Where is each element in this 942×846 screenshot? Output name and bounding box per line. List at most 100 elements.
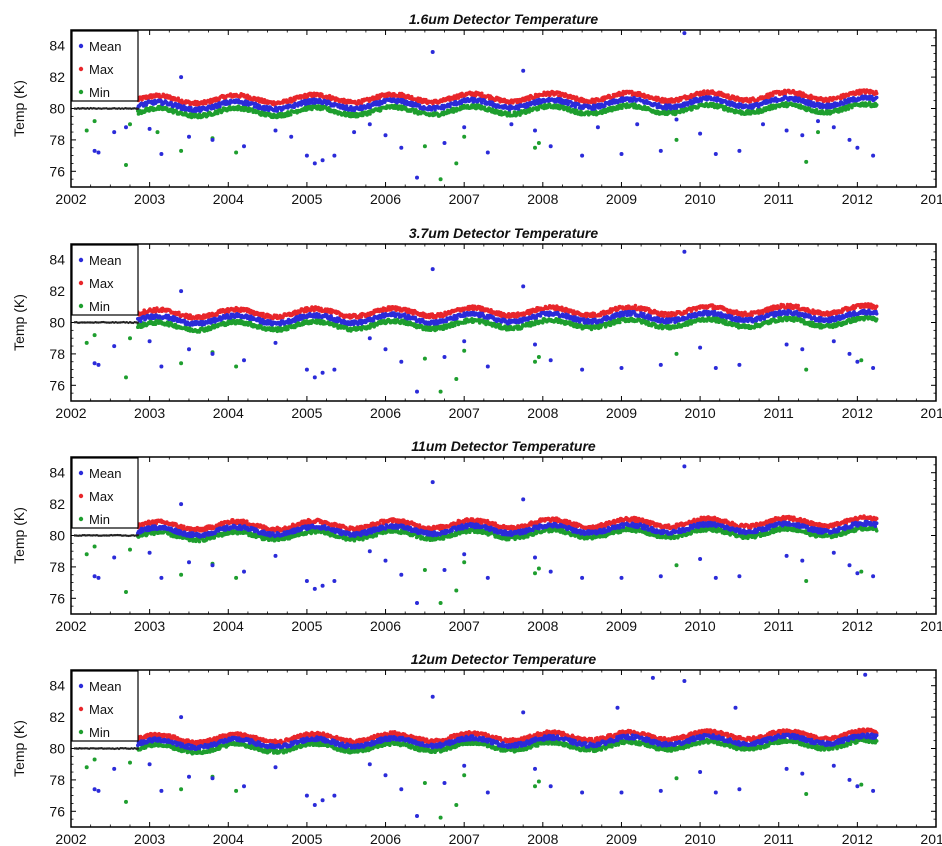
data-point-min [816, 130, 820, 135]
data-point-mean [430, 50, 435, 54]
legend-marker-min [78, 89, 84, 95]
x-tick-label: 2009 [606, 405, 637, 421]
y-tick-label: 76 [49, 163, 65, 179]
x-tick-label: 2013 [920, 405, 942, 421]
y-tick-label: 82 [49, 283, 65, 299]
x-tick-label: 2011 [764, 191, 794, 207]
legend-marker-mean [78, 43, 84, 49]
data-point-mean [136, 107, 139, 111]
data-point-max [480, 91, 484, 96]
data-point-mean [159, 152, 164, 156]
data-point-max [874, 91, 879, 96]
data-point-mean [179, 75, 184, 80]
data-point-min [533, 145, 537, 150]
series-min [84, 100, 879, 182]
y-tick-label: 84 [49, 38, 65, 54]
x-tick-label: 2006 [370, 191, 401, 207]
chart-title: 3.7um Detector Temperature [409, 225, 599, 241]
data-point-mean [713, 152, 718, 156]
x-tick-label: 2002 [55, 405, 86, 421]
data-point-mean [383, 133, 388, 138]
data-point-max [660, 96, 665, 101]
data-point-min [874, 103, 879, 107]
data-point-mean [415, 175, 419, 180]
data-point-mean [698, 131, 703, 136]
data-point-min [155, 130, 160, 135]
data-point-mean [874, 95, 879, 100]
chart-panel-1: 1.6um Detector Temperature76788082842002… [11, 11, 942, 207]
data-point-min [124, 163, 128, 167]
data-point-mean [304, 153, 309, 158]
data-point-mean [619, 152, 624, 156]
series-max [136, 88, 879, 108]
data-point-min [368, 112, 372, 116]
data-point-mean [580, 153, 585, 158]
data-point-mean [595, 125, 600, 130]
data-point-mean [533, 128, 537, 133]
legend-label-mean: Mean [89, 39, 122, 54]
data-point-min [422, 144, 427, 149]
x-tick-label: 2002 [55, 191, 86, 207]
data-point-max [796, 303, 800, 308]
x-tick-label: 2010 [685, 191, 716, 207]
data-point-mean [96, 150, 101, 155]
chart-panel-2: 3.7um Detector Temperature76788082842002… [11, 225, 942, 421]
y-tick-label: 78 [49, 346, 65, 362]
x-tick-label: 2009 [606, 191, 637, 207]
legend-marker-max [78, 66, 84, 72]
data-point-mean [273, 128, 278, 133]
data-point-max [874, 304, 879, 309]
x-tick-label: 2011 [764, 405, 794, 421]
data-point-mean [124, 125, 128, 130]
data-point-mean [737, 148, 742, 153]
data-point-min [674, 137, 679, 142]
y-tick-label: 82 [49, 69, 65, 85]
data-point-mean [289, 134, 294, 139]
data-point-max [633, 303, 638, 308]
data-point-mean [367, 122, 372, 127]
data-point-mean [847, 137, 852, 142]
data-point-min [288, 112, 293, 117]
data-point-mean [332, 153, 337, 158]
x-tick-label: 2012 [842, 405, 873, 421]
data-point-mean [399, 145, 404, 150]
data-point-mean [784, 128, 789, 133]
data-point-mean [352, 130, 357, 135]
data-point-max [527, 98, 531, 102]
data-point-mean [816, 119, 820, 124]
data-point-mean [187, 134, 191, 139]
data-point-mean [312, 161, 317, 166]
data-point-min [234, 150, 239, 155]
x-tick-label: 2008 [527, 405, 558, 421]
data-point-mean [682, 31, 687, 36]
data-point-max [859, 91, 863, 96]
x-tick-label: 2005 [291, 191, 322, 207]
data-point-min [179, 148, 184, 153]
data-point-min [462, 134, 467, 139]
data-point-min [536, 141, 541, 145]
data-point-min [846, 107, 851, 111]
data-point-mean [242, 144, 246, 149]
data-point-mean [521, 68, 526, 73]
y-tick-label: 78 [49, 132, 65, 148]
data-point-mean [658, 148, 663, 153]
x-tick-label: 2004 [213, 191, 244, 207]
data-point-mean [92, 148, 97, 153]
legend-label-min: Min [89, 85, 110, 100]
y-tick-label: 80 [49, 315, 65, 331]
data-point-min [438, 177, 443, 182]
data-point-mean [635, 122, 640, 127]
data-point-min [92, 119, 97, 124]
data-point-mean [112, 130, 117, 135]
data-point-min [804, 159, 809, 164]
data-point-max [726, 93, 730, 97]
data-point-mean [548, 144, 553, 149]
x-tick-label: 2005 [291, 405, 322, 421]
data-point-min [206, 113, 210, 118]
data-point-min [454, 161, 459, 166]
y-axis-label: Temp (K) [11, 294, 27, 351]
y-tick-label: 80 [49, 101, 65, 117]
x-tick-label: 2010 [685, 405, 716, 421]
data-point-mean [210, 137, 215, 142]
